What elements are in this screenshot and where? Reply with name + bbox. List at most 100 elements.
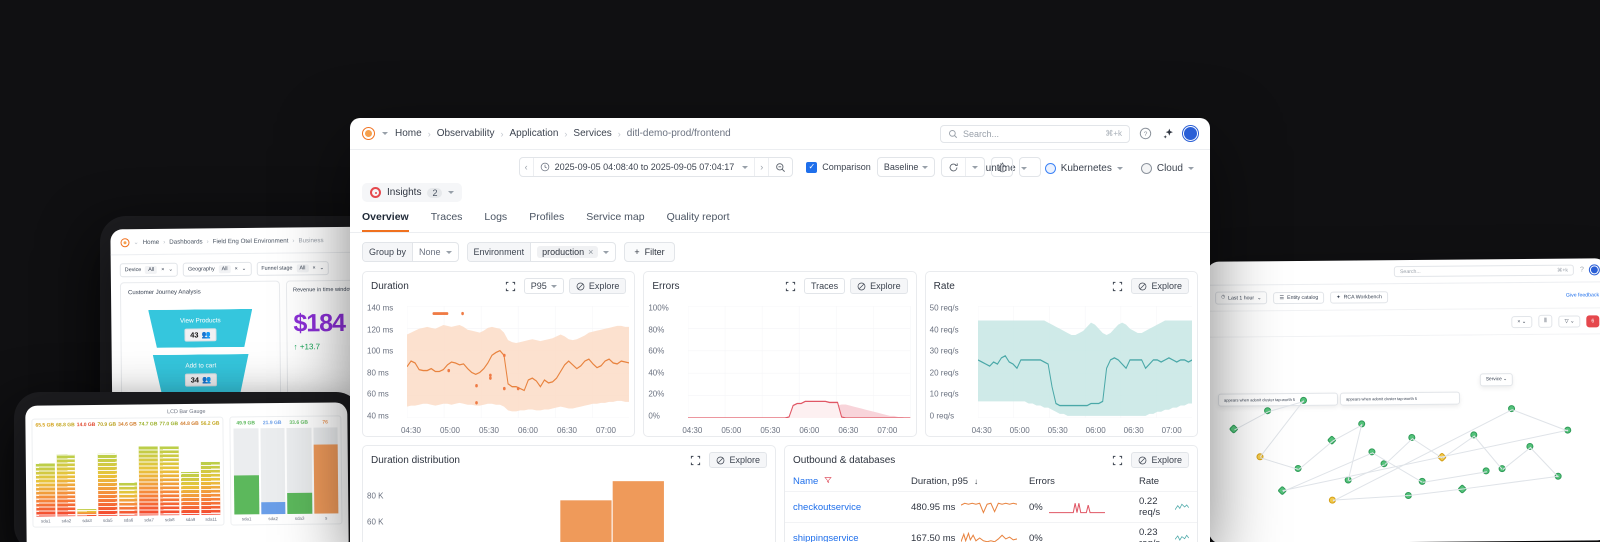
tab-overview[interactable]: Overview bbox=[362, 211, 409, 232]
table-row[interactable]: shippingservice 167.50 ms 0% 0.23 req/s bbox=[785, 522, 1197, 542]
environment-chip[interactable]: production × bbox=[537, 246, 599, 258]
breadcrumb: Home › Observability › Application › Ser… bbox=[395, 128, 731, 139]
bg-lcd-value: 65.5 GB bbox=[35, 422, 55, 429]
add-filter-button[interactable]: + Filter bbox=[624, 242, 675, 262]
group-by-label: Group by bbox=[363, 243, 414, 261]
close-icon[interactable]: × bbox=[588, 247, 594, 257]
tab-traces[interactable]: Traces bbox=[430, 211, 463, 223]
tab-quality-report[interactable]: Quality report bbox=[666, 211, 730, 223]
flame-button[interactable] bbox=[991, 157, 1014, 177]
y-tick-label: 80% bbox=[648, 325, 665, 334]
user-avatar[interactable] bbox=[1183, 126, 1198, 141]
x-tick-label: 07:00 bbox=[595, 426, 617, 435]
chevron-down-icon[interactable] bbox=[382, 132, 388, 135]
group-by-value[interactable]: None bbox=[413, 243, 458, 261]
breadcrumb-application[interactable]: Application bbox=[509, 128, 559, 139]
distribution-explore-button[interactable]: Explore bbox=[709, 452, 767, 468]
breadcrumb-current[interactable]: ditl-demo-prod/frontend bbox=[626, 128, 731, 139]
bg-alert-badge: 6 bbox=[1586, 314, 1600, 327]
column-rate[interactable]: Rate bbox=[1139, 476, 1160, 487]
kubernetes-selector[interactable]: Kubernetes bbox=[1044, 163, 1123, 174]
percentile-select[interactable]: P95 bbox=[523, 278, 564, 294]
bg-graph-edge bbox=[1462, 475, 1559, 490]
bg-bar bbox=[259, 427, 286, 515]
outbound-explore-button[interactable]: Explore bbox=[1131, 452, 1189, 468]
group-by-control[interactable]: Group by None bbox=[362, 242, 459, 262]
explore-icon bbox=[857, 282, 866, 290]
bg-lcd-bars bbox=[35, 428, 221, 517]
zoom-out-button[interactable] bbox=[769, 158, 792, 176]
expand-icon[interactable] bbox=[501, 278, 519, 294]
y-tick-label: 60 K bbox=[367, 517, 384, 527]
chevron-down-icon[interactable] bbox=[448, 191, 455, 194]
y-tick-label: 100 ms bbox=[367, 346, 394, 356]
sparkle-icon[interactable] bbox=[1160, 126, 1176, 142]
comparison-toggle[interactable]: ✓ Comparison bbox=[806, 161, 871, 173]
cloud-selector[interactable]: Cloud bbox=[1140, 163, 1194, 174]
breadcrumb-separator: › bbox=[564, 128, 568, 139]
rate-explore-button[interactable]: Explore bbox=[1131, 278, 1189, 294]
rate-chart: 50 req/s 40 req/s 30 req/s 20 req/s 10 req/s… bbox=[926, 300, 1197, 436]
help-circle-icon[interactable]: ? bbox=[1137, 126, 1153, 142]
grafana-logo-icon bbox=[120, 238, 130, 248]
bg-lcd-value: 70.9 GB bbox=[97, 421, 117, 428]
breadcrumb-home[interactable]: Home bbox=[395, 128, 422, 139]
errors-panel: Errors Traces Explore 100% 80% 60 bbox=[643, 271, 917, 437]
breadcrumb-observability[interactable]: Observability bbox=[436, 128, 495, 139]
bg-lcd-name: sda3 bbox=[82, 517, 92, 524]
environment-control[interactable]: Environment production × bbox=[466, 242, 617, 262]
expand-icon[interactable] bbox=[1109, 452, 1127, 468]
y-tick-label: 80 ms bbox=[367, 368, 389, 377]
bg-panel-title: Customer Journey Analysis bbox=[128, 289, 201, 297]
expand-icon[interactable] bbox=[781, 278, 799, 294]
time-range-picker[interactable]: 2025-09-05 04:08:40 to 2025-09-05 07:04:… bbox=[534, 158, 756, 176]
bg-lcd-value: 68.8 GB bbox=[56, 422, 75, 429]
column-name[interactable]: Name bbox=[793, 476, 911, 487]
errors-explore-button[interactable]: Explore bbox=[850, 278, 908, 294]
environment-value[interactable]: production × bbox=[531, 243, 615, 261]
comparison-checkbox[interactable]: ✓ bbox=[806, 161, 818, 173]
baseline-select[interactable]: Baseline bbox=[876, 157, 936, 177]
bg-bar-name: sda1 bbox=[241, 516, 252, 522]
expand-icon[interactable] bbox=[687, 452, 705, 468]
bg-funnel: View Products 43 👥 Add to cart 34 👥 bbox=[148, 309, 253, 393]
bg-lcd-value: 56.2 GB bbox=[200, 420, 220, 427]
bg-lcd-bar bbox=[200, 428, 221, 515]
row-service-link[interactable]: shippingservice bbox=[793, 532, 859, 542]
bg-lcd-name: sda11 bbox=[205, 516, 217, 522]
time-prev-button[interactable]: ‹ bbox=[520, 158, 534, 176]
time-next-button[interactable]: › bbox=[755, 158, 770, 176]
insights-button[interactable]: Insights 2 bbox=[362, 183, 463, 202]
duration-panel: Duration P95 Explore bbox=[362, 271, 636, 437]
search-input[interactable]: Search... ⌘+k bbox=[940, 124, 1130, 143]
refresh-interval-button[interactable] bbox=[966, 158, 984, 176]
explore-icon bbox=[717, 456, 725, 464]
comparison-label: Comparison bbox=[822, 162, 871, 172]
bg-lcd-value: 14.0 GB bbox=[76, 421, 96, 429]
expand-icon[interactable] bbox=[1109, 278, 1127, 294]
column-errors[interactable]: Errors bbox=[1029, 476, 1055, 487]
tab-logs[interactable]: Logs bbox=[484, 211, 508, 223]
bg-avatar bbox=[1589, 265, 1599, 275]
bg-bar-name: sda3 bbox=[294, 515, 305, 521]
tab-profiles[interactable]: Profiles bbox=[529, 211, 565, 223]
table-row[interactable]: checkoutservice 480.95 ms 0% 0.22 req/s bbox=[785, 491, 1197, 522]
bg-breadcrumb: ⌄ Home › Dashboards › Field Eng Otel Env… bbox=[110, 226, 373, 256]
duration-explore-button[interactable]: Explore bbox=[568, 278, 627, 294]
row-service-link[interactable]: checkoutservice bbox=[793, 501, 862, 513]
cloud-icon bbox=[1140, 163, 1152, 174]
breadcrumb-services[interactable]: Services bbox=[573, 128, 612, 139]
tab-service-map[interactable]: Service map bbox=[586, 211, 645, 223]
errors-traces-button[interactable]: Traces bbox=[803, 278, 846, 294]
rate-panel: Rate Explore 50 req/s 40 req/s 30 req/s 20 … bbox=[924, 271, 1198, 437]
x-tick-label: 05:00 bbox=[439, 426, 461, 435]
refresh-button[interactable] bbox=[942, 158, 967, 176]
grafana-logo-icon[interactable] bbox=[362, 127, 375, 140]
x-tick-label: 04:30 bbox=[400, 426, 422, 435]
duration-chart: 140 ms 120 ms 100 ms 80 ms 60 ms 40 ms 04:30 0… bbox=[363, 300, 634, 436]
column-duration[interactable]: Duration, p95 ↓ bbox=[911, 476, 979, 487]
time-range-value: 2025-09-05 04:08:40 to 2025-09-05 07:04:… bbox=[554, 162, 735, 172]
chevron-down-icon[interactable] bbox=[742, 165, 749, 169]
more-options-button[interactable]: more-horizontal-icon bbox=[1019, 157, 1042, 177]
time-range-toolbar: ‹ 2025-09-05 04:08:40 to 2025-09-05 07:0… bbox=[350, 150, 1210, 181]
